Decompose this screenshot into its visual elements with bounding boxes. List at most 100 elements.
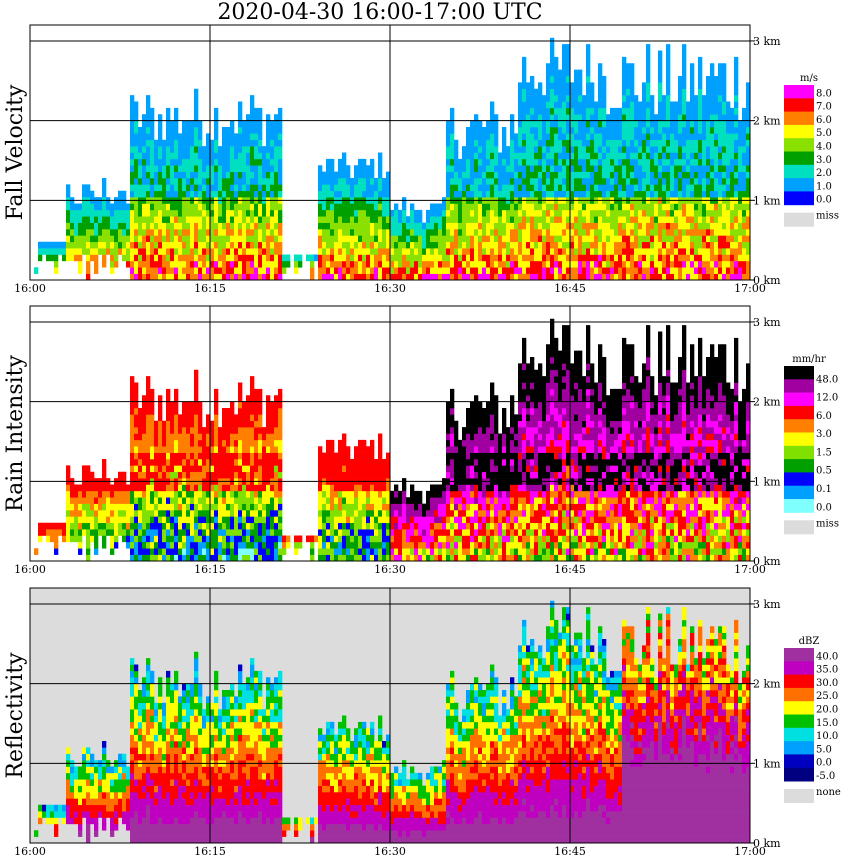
heatmap-cell (274, 184, 279, 192)
heatmap-cell (658, 190, 663, 198)
heatmap-cell (138, 510, 143, 517)
heatmap-cell (718, 273, 723, 281)
heatmap-cell (114, 541, 119, 549)
heatmap-cell (146, 554, 151, 562)
heatmap-cell (114, 235, 119, 243)
heatmap-cell (318, 222, 323, 230)
heatmap-cell (654, 216, 659, 223)
heatmap-cell (158, 510, 163, 517)
heatmap-cell (670, 133, 675, 141)
heatmap-cell (322, 178, 327, 185)
heatmap-cell (742, 184, 747, 192)
heatmap-cell (514, 209, 519, 217)
heatmap-cell (698, 158, 703, 166)
heatmap-cell (562, 95, 567, 102)
heatmap-cell (606, 171, 611, 179)
heatmap-cell (246, 490, 251, 498)
heatmap-cell (742, 203, 747, 211)
heatmap-cell (82, 484, 87, 492)
heatmap-cell (702, 222, 707, 230)
heatmap-cell (458, 158, 463, 166)
heatmap-cell (166, 216, 171, 223)
heatmap-cell (706, 235, 711, 243)
heatmap-cell (214, 420, 219, 428)
heatmap-cell (246, 241, 251, 249)
heatmap-cell (162, 229, 167, 236)
heatmap-cell (70, 254, 75, 262)
heatmap-cell (566, 107, 571, 115)
heatmap-cell (602, 248, 607, 255)
heatmap-cell (270, 146, 275, 153)
heatmap-cell (554, 146, 559, 153)
heatmap-cell (722, 127, 727, 134)
heatmap-cell (690, 235, 695, 243)
heatmap-cell (490, 260, 495, 268)
heatmap-cell (322, 203, 327, 211)
heatmap-cell (130, 541, 135, 549)
heatmap-cell (714, 254, 719, 262)
heatmap-cell (194, 388, 199, 396)
heatmap-cell (606, 209, 611, 217)
heatmap-cell (62, 241, 67, 249)
heatmap-cell (650, 190, 655, 198)
heatmap-cell (238, 216, 243, 223)
heatmap-cell (606, 190, 611, 198)
heatmap-cell (262, 222, 267, 230)
heatmap-cell (518, 241, 523, 249)
heatmap-cell (190, 510, 195, 517)
heatmap-cell (242, 273, 247, 281)
heatmap-cell (578, 190, 583, 198)
heatmap-cell (102, 535, 107, 543)
heatmap-cell (390, 273, 395, 281)
heatmap-cell (162, 216, 167, 223)
heatmap-cell (530, 127, 535, 134)
heatmap-cell (442, 216, 447, 223)
heatmap-cell (470, 229, 475, 236)
heatmap-cell (230, 139, 235, 147)
heatmap-cell (722, 107, 727, 115)
heatmap-cell (214, 516, 219, 524)
heatmap-cell (570, 229, 575, 236)
heatmap-cell (630, 158, 635, 166)
heatmap-cell (478, 127, 483, 134)
heatmap-cell (206, 439, 211, 447)
heatmap-cell (434, 229, 439, 236)
heatmap-cell (742, 229, 747, 236)
heatmap-cell (626, 158, 631, 166)
heatmap-cell (122, 497, 127, 504)
heatmap-cell (138, 490, 143, 498)
heatmap-cell (254, 541, 259, 549)
heatmap-cell (142, 235, 147, 243)
heatmap-cell (550, 50, 555, 58)
heatmap-cell (154, 273, 159, 281)
heatmap-cell (278, 203, 283, 211)
heatmap-cell (266, 260, 271, 268)
heatmap-cell (142, 395, 147, 402)
heatmap-cell (230, 209, 235, 217)
heatmap-cell (502, 178, 507, 185)
heatmap-cell (746, 222, 751, 230)
heatmap-cell (514, 165, 519, 172)
heatmap-cell (582, 178, 587, 185)
heatmap-cell (474, 184, 479, 192)
heatmap-cell (722, 216, 727, 223)
heatmap-cell (482, 190, 487, 198)
heatmap-cell (214, 273, 219, 281)
heatmap-cell (570, 171, 575, 179)
heatmap-cell (166, 248, 171, 255)
heatmap-cell (318, 254, 323, 262)
heatmap-cell (202, 248, 207, 255)
heatmap-cell (450, 203, 455, 211)
heatmap-cell (222, 529, 227, 536)
heatmap-cell (130, 471, 135, 479)
heatmap-cell (170, 408, 175, 415)
heatmap-cell (114, 260, 119, 268)
heatmap-cell (694, 216, 699, 223)
heatmap-cell (238, 497, 243, 504)
heatmap-cell (82, 516, 87, 524)
heatmap-cell (366, 235, 371, 243)
heatmap-cell (594, 178, 599, 185)
heatmap-cell (130, 510, 135, 517)
heatmap-cell (146, 190, 151, 198)
heatmap-cell (266, 190, 271, 198)
